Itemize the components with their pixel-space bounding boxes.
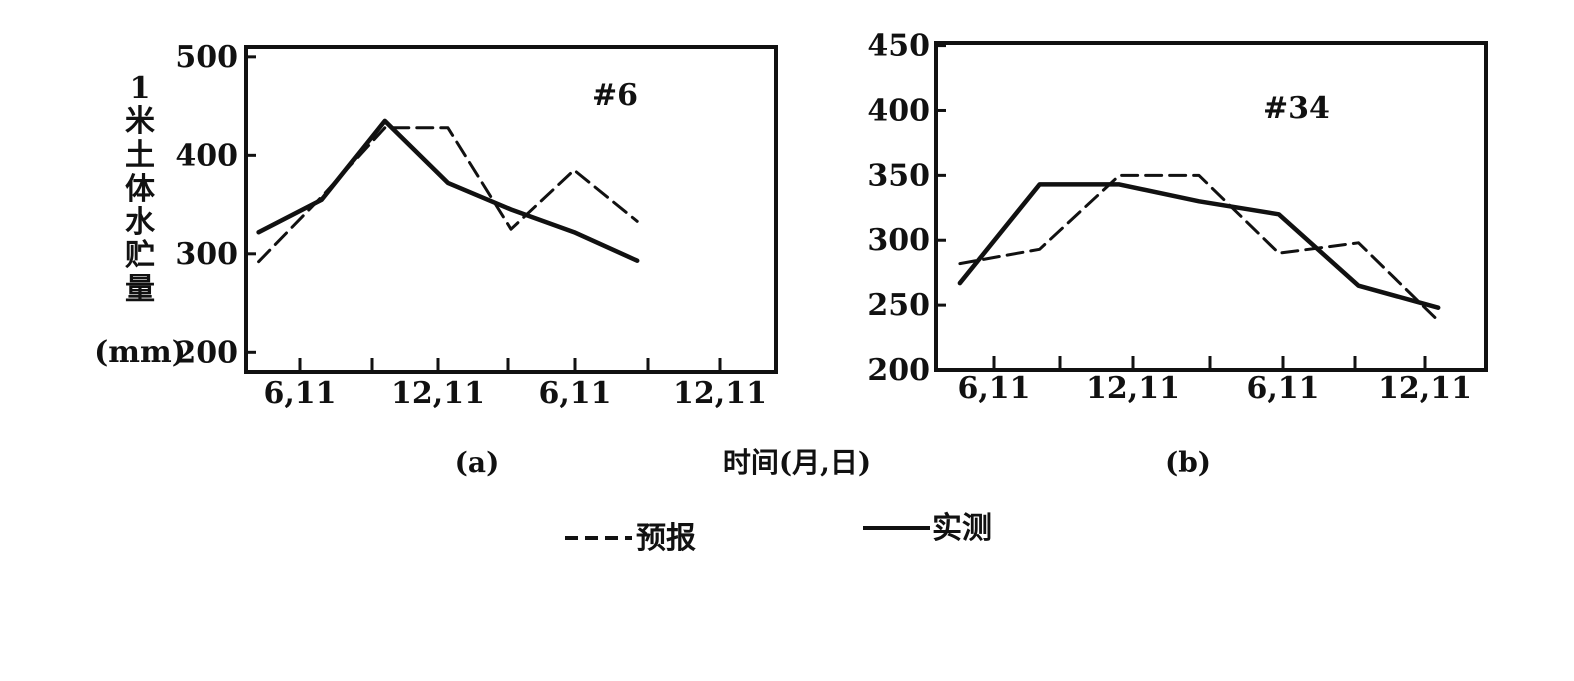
y-tick-label: 250 — [867, 288, 930, 323]
series-line-forecast — [958, 173, 1440, 323]
y-axis-label-char: 体 — [125, 172, 156, 207]
y-axis-label-char: 米 — [125, 104, 155, 139]
series-line-forecast — [257, 126, 639, 264]
chart-panel-b: 200 250 300 350 400 450 6,11 12,11 6,11 12,11 #34 — [867, 29, 1488, 406]
chart-panel-a: 200 300 400 500 6,11 12,11 6,11 12,11 #6 — [175, 40, 778, 411]
x-tick-label: 6,11 — [263, 376, 336, 411]
y-tick-label: 200 — [175, 335, 238, 370]
x-tick-label: 12,11 — [391, 376, 485, 411]
y-axis-label-char: 水 — [125, 205, 156, 240]
plot-frame — [244, 45, 778, 374]
x-tick-label: 6,11 — [957, 371, 1030, 406]
panel-b-caption: (b) — [1165, 446, 1211, 479]
y-axis-label-char: 量 — [125, 272, 155, 307]
y-tick-label: 200 — [867, 353, 930, 388]
station-tag: #6 — [592, 78, 638, 113]
x-tick-label: 6,11 — [538, 376, 611, 411]
legend: 预报 实测 — [565, 511, 992, 556]
y-tick-label: 350 — [867, 158, 930, 193]
y-axis-unit: (mm) — [94, 335, 186, 370]
y-tick-label: 400 — [175, 138, 238, 173]
plot-frame — [934, 41, 1488, 372]
panel-a-caption: (a) — [455, 446, 500, 479]
y-axis-label-char: 贮 — [125, 238, 155, 273]
legend-observed-label: 实测 — [932, 511, 992, 546]
x-tick-label: 12,11 — [673, 376, 767, 411]
series-line-observed — [256, 118, 640, 263]
y-tick-label: 300 — [175, 237, 238, 272]
y-tick-label: 300 — [867, 223, 930, 258]
y-axis-label-char: 1 — [130, 71, 151, 106]
legend-forecast-label: 预报 — [636, 521, 696, 556]
series-line-observed — [957, 182, 1441, 310]
y-axis-label-char: 土 — [125, 138, 155, 173]
x-tick-label: 12,11 — [1086, 371, 1180, 406]
x-axis-label: 时间(月,日) — [723, 446, 871, 479]
y-tick-label: 500 — [175, 40, 238, 75]
station-tag: #34 — [1263, 91, 1330, 126]
y-tick-label: 450 — [867, 29, 930, 64]
y-tick-label: 400 — [867, 93, 930, 128]
x-tick-label: 6,11 — [1246, 371, 1319, 406]
x-tick-label: 12,11 — [1378, 371, 1472, 406]
